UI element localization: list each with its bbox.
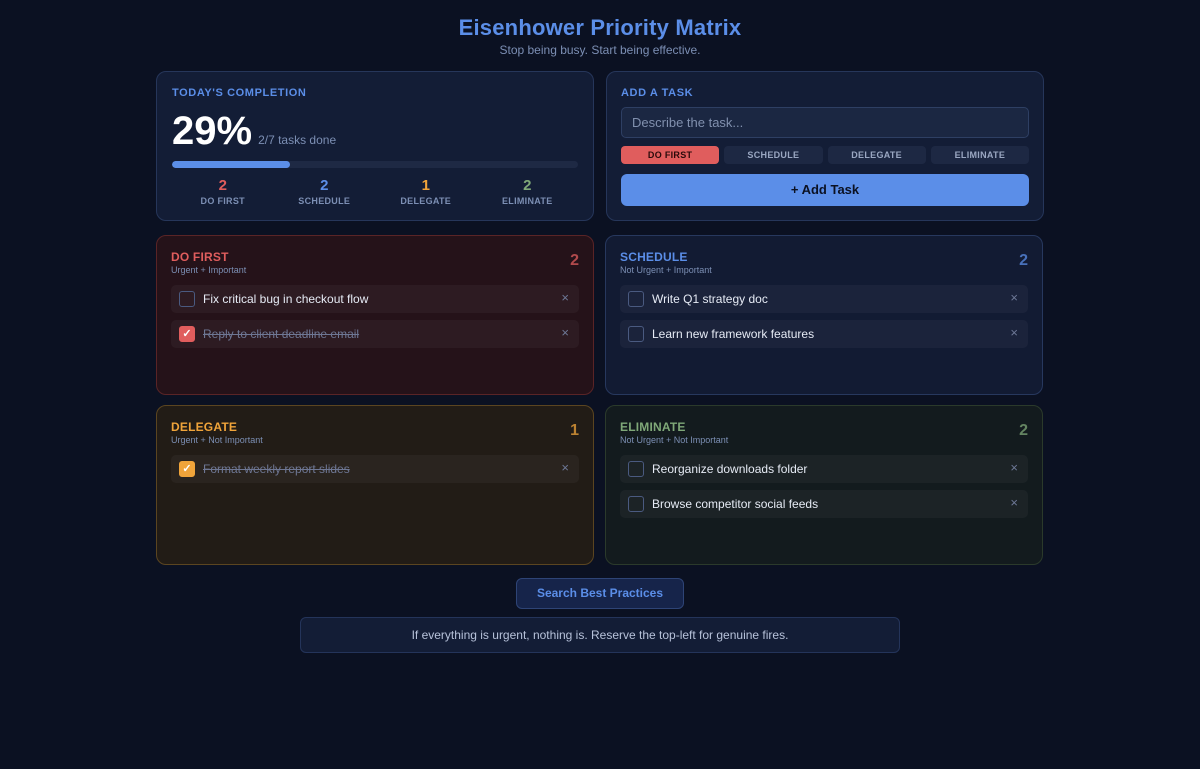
close-icon[interactable]: × bbox=[561, 325, 569, 340]
task-checkbox[interactable] bbox=[179, 291, 195, 307]
close-icon[interactable]: × bbox=[1010, 325, 1018, 340]
quadrant-do-first: DO FIRST Urgent + Important 2 Fix critic… bbox=[156, 235, 594, 395]
task-text: Reorganize downloads folder bbox=[652, 462, 808, 476]
quadrant-subtitle: Urgent + Not Important bbox=[171, 435, 263, 445]
tip-banner: If everything is urgent, nothing is. Res… bbox=[300, 617, 900, 653]
stat-value: 2 bbox=[523, 177, 532, 194]
quadrant-stats: 2 DO FIRST 2 SCHEDULE 1 DELEGATE 2 ELIMI… bbox=[172, 177, 578, 207]
task-item: Learn new framework features × bbox=[620, 320, 1028, 348]
add-task-button[interactable]: + Add Task bbox=[621, 174, 1029, 206]
task-text: Reply to client deadline email bbox=[203, 327, 360, 341]
completion-card: TODAY'S COMPLETION 29% 2/7 tasks done 2 … bbox=[156, 71, 594, 221]
quadrant-delegate: DELEGATE Urgent + Not Important 1 ✓ Form… bbox=[156, 405, 594, 565]
task-item: Reorganize downloads folder × bbox=[620, 455, 1028, 483]
page-title: Eisenhower Priority Matrix bbox=[458, 15, 742, 40]
completion-progress-bar bbox=[172, 161, 578, 168]
quadrant-title: DELEGATE bbox=[171, 420, 238, 434]
category-do-first-button[interactable]: DO FIRST bbox=[621, 146, 720, 164]
task-checkbox[interactable]: ✓ bbox=[179, 326, 195, 342]
task-checkbox[interactable]: ✓ bbox=[179, 461, 195, 477]
stat-eliminate: 2 ELIMINATE bbox=[477, 177, 577, 207]
quadrant-eliminate: ELIMINATE Not Urgent + Not Important 2 R… bbox=[605, 405, 1043, 565]
quadrant-count: 2 bbox=[1019, 252, 1028, 269]
quadrant-schedule: SCHEDULE Not Urgent + Important 2 Write … bbox=[605, 235, 1043, 395]
task-checkbox[interactable] bbox=[628, 291, 644, 307]
quadrant-title: ELIMINATE bbox=[620, 420, 686, 434]
add-task-card: ADD A TASK DO FIRST SCHEDULE DELEGATE EL… bbox=[606, 71, 1044, 221]
close-icon[interactable]: × bbox=[561, 460, 569, 475]
task-description-input[interactable] bbox=[621, 107, 1029, 138]
task-text: Format weekly report slides bbox=[203, 462, 350, 476]
task-text: Write Q1 strategy doc bbox=[652, 292, 768, 306]
close-icon[interactable]: × bbox=[1010, 495, 1018, 510]
task-checkbox[interactable] bbox=[628, 326, 644, 342]
task-checkbox[interactable] bbox=[628, 496, 644, 512]
close-icon[interactable]: × bbox=[1010, 290, 1018, 305]
search-best-practices-button[interactable]: Search Best Practices bbox=[516, 578, 684, 609]
category-delegate-button[interactable]: DELEGATE bbox=[827, 146, 926, 164]
stat-label: DO FIRST bbox=[200, 196, 245, 206]
stat-value: 2 bbox=[320, 177, 329, 194]
task-item: ✓ Format weekly report slides × bbox=[171, 455, 579, 483]
quadrant-count: 2 bbox=[570, 252, 579, 269]
category-eliminate-button[interactable]: ELIMINATE bbox=[930, 146, 1029, 164]
quadrant-title: DO FIRST bbox=[171, 250, 229, 264]
task-item: Fix critical bug in checkout flow × bbox=[171, 285, 579, 313]
completion-percent: 29% bbox=[172, 109, 253, 153]
stat-value: 1 bbox=[421, 177, 430, 194]
task-item: ✓ Reply to client deadline email × bbox=[171, 320, 579, 348]
stat-label: DELEGATE bbox=[400, 196, 452, 206]
stat-label: SCHEDULE bbox=[298, 196, 351, 206]
tasks-done-count: 2/7 tasks done bbox=[258, 133, 337, 147]
stat-label: ELIMINATE bbox=[501, 196, 553, 206]
quadrant-count: 1 bbox=[570, 422, 579, 439]
add-task-label: ADD A TASK bbox=[621, 87, 694, 99]
completion-progress-fill bbox=[172, 161, 290, 168]
stat-schedule: 2 SCHEDULE bbox=[274, 177, 374, 207]
task-checkbox[interactable] bbox=[628, 461, 644, 477]
task-item: Write Q1 strategy doc × bbox=[620, 285, 1028, 313]
quadrant-subtitle: Not Urgent + Not Important bbox=[620, 435, 729, 445]
quadrant-title: SCHEDULE bbox=[620, 250, 688, 264]
task-text: Learn new framework features bbox=[652, 327, 815, 341]
task-text: Fix critical bug in checkout flow bbox=[203, 292, 369, 306]
category-selector: DO FIRST SCHEDULE DELEGATE ELIMINATE bbox=[621, 146, 1029, 164]
stat-delegate: 1 DELEGATE bbox=[376, 177, 476, 207]
quadrant-count: 2 bbox=[1019, 422, 1028, 439]
page-header: Eisenhower Priority Matrix Stop being bu… bbox=[0, 15, 1200, 57]
quadrant-subtitle: Not Urgent + Important bbox=[620, 265, 712, 275]
completion-label: TODAY'S COMPLETION bbox=[172, 87, 307, 99]
quadrant-subtitle: Urgent + Important bbox=[171, 265, 247, 275]
stat-value: 2 bbox=[218, 177, 227, 194]
close-icon[interactable]: × bbox=[1010, 460, 1018, 475]
page-subtitle: Stop being busy. Start being effective. bbox=[499, 43, 701, 57]
close-icon[interactable]: × bbox=[561, 290, 569, 305]
category-schedule-button[interactable]: SCHEDULE bbox=[724, 146, 823, 164]
stat-do-first: 2 DO FIRST bbox=[173, 177, 273, 207]
task-text: Browse competitor social feeds bbox=[652, 497, 819, 511]
task-item: Browse competitor social feeds × bbox=[620, 490, 1028, 518]
